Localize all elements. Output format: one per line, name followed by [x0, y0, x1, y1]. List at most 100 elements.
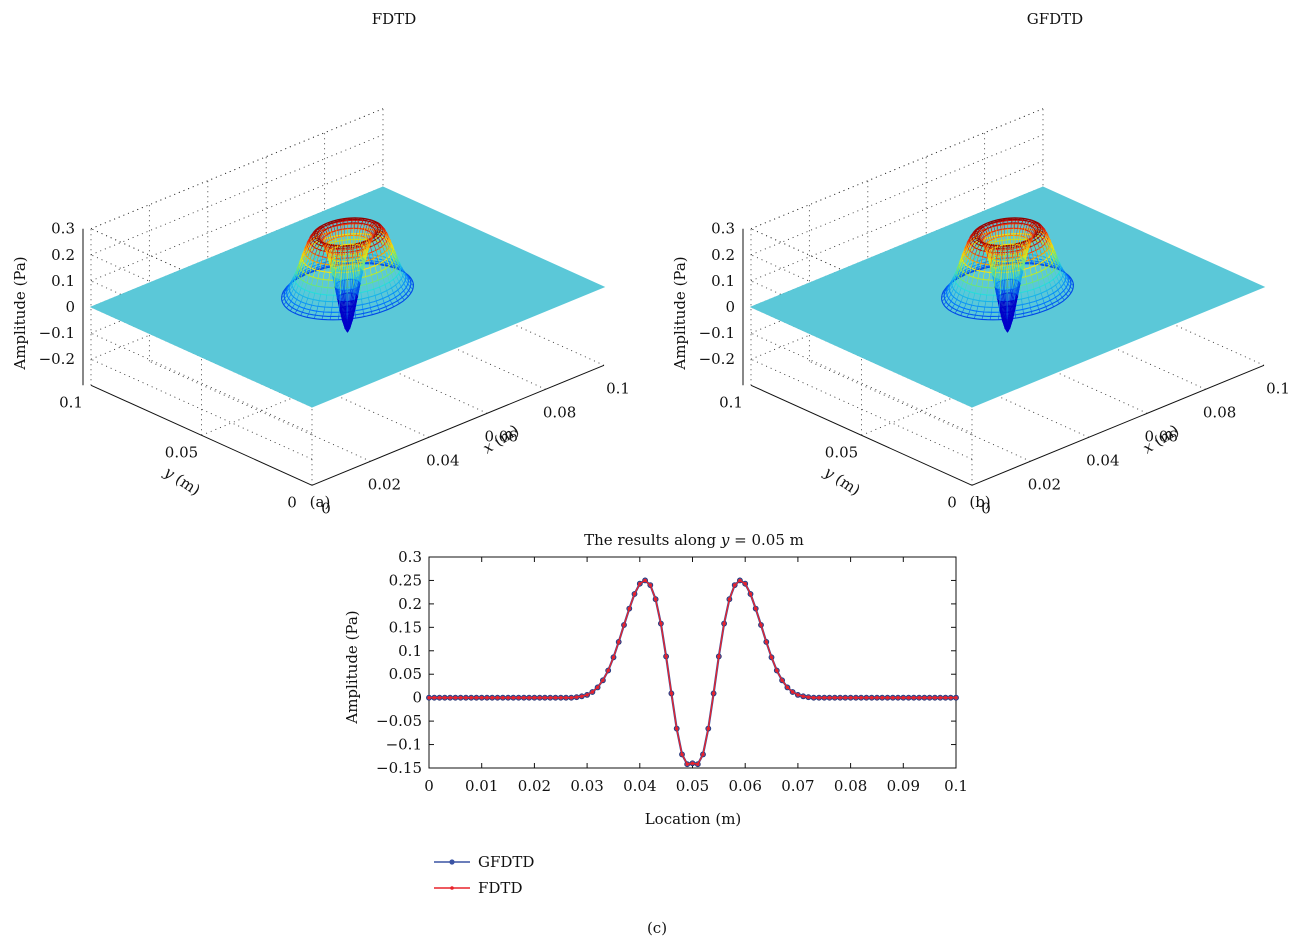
panel-a-surface-meridian [353, 222, 356, 229]
panel-c-point-fdtd [501, 696, 505, 700]
panel-b-surface-meridian [987, 247, 990, 253]
panel-b-surface-meridian [1043, 261, 1046, 269]
panel-b-surface-meridian [1037, 305, 1040, 310]
panel-a-surface-meridian [359, 243, 362, 248]
panel-b-surface-meridian [1036, 222, 1039, 224]
panel-a-surface-meridian [375, 229, 379, 233]
panel-a-surface-meridian [312, 241, 315, 246]
panel-c-point-fdtd [912, 696, 916, 700]
panel-c-point-fdtd [485, 696, 489, 700]
panel-c-point-fdtd [474, 696, 479, 700]
panel-b-surface-meridian [1028, 254, 1031, 259]
panel-a-surface-meridian [313, 238, 316, 241]
panel-b-surface-meridian [1053, 292, 1056, 298]
panel-a-surface-meridian [343, 293, 345, 307]
panel-b-surface-meridian [1042, 239, 1046, 245]
panel-b-surface-meridian [1003, 279, 1005, 291]
panel-b-surface-meridian [1031, 311, 1033, 315]
panel-a-surface-meridian [387, 275, 390, 283]
panel-b-surface-meridian [1011, 299, 1014, 312]
panel-b-surface-meridian [1023, 223, 1025, 229]
panel-a-surface-meridian [348, 321, 350, 329]
panel-b-surface-meridian [1027, 290, 1029, 298]
panel-a-surface-meridian [303, 273, 306, 282]
panel-c-point-fdtd [437, 696, 442, 700]
panel-b-surface-meridian [1011, 307, 1015, 319]
panel-a-surface-meridian [381, 254, 384, 262]
panel-a-surface-meridian [303, 303, 307, 309]
panel-c-point-fdtd [627, 606, 631, 611]
panel-a-surface-meridian [365, 230, 368, 238]
panel-b-surface-meridian [1027, 218, 1030, 220]
panel-b-surface-meridian [1016, 276, 1019, 288]
panel-a-surface-meridian [380, 228, 384, 231]
panel-a-surface-meridian [365, 276, 367, 285]
panel-a-surface-meridian [379, 230, 383, 233]
panel-a-surface-meridian [309, 238, 313, 243]
panel-b-surface-meridian [994, 287, 998, 300]
panel-a-surface-meridian [364, 228, 366, 235]
panel-a-surface-meridian [385, 253, 388, 258]
panel-a-surface-meridian [328, 272, 331, 281]
panel-a-surface-meridian [293, 282, 297, 290]
panel-a-surface-meridian [289, 279, 293, 285]
panel-a-surface-meridian [375, 235, 378, 242]
panel-a-surface-meridian [393, 250, 397, 257]
panel-a-surface-meridian [349, 306, 352, 318]
panel-a-surface-meridian [366, 240, 370, 249]
panel-b-surface-meridian [978, 227, 982, 229]
panel-a-surface-meridian [310, 240, 314, 245]
panel-a-surface-meridian [353, 245, 355, 249]
panel-a-surface-meridian [383, 302, 387, 307]
panel-b-surface-meridian [1019, 269, 1023, 283]
panel-b-surface-meridian [1063, 271, 1067, 275]
panel-b-surface-meridian [1032, 245, 1035, 251]
panel-c-title: The results along y = 0.05 m [584, 531, 804, 549]
panel-a-surface-meridian [371, 223, 375, 227]
panel-a-surface-meridian [376, 258, 379, 262]
panel-b-surface-meridian [972, 269, 976, 278]
panel-b-surface-meridian [985, 222, 988, 224]
panel-b-surface-meridian [1039, 251, 1042, 257]
panel-a-surface-meridian [361, 219, 364, 224]
panel-a-surface-meridian [403, 272, 407, 278]
panel-a-surface-meridian [377, 305, 380, 310]
panel-a-surface-meridian [306, 313, 309, 318]
panel-a-surface-meridian [369, 235, 373, 242]
panel-b-xtick-label: 0 [981, 499, 991, 517]
panel-a-surface-meridian [327, 228, 330, 234]
panel-b-surface-meridian [962, 289, 966, 297]
panel-b-surface-meridian [980, 250, 983, 256]
panel-b-surface-meridian [1043, 259, 1046, 263]
panel-a-surface-meridian [348, 312, 350, 322]
panel-a-surface-meridian [315, 252, 318, 258]
panel-a-surface-meridian [389, 254, 393, 260]
panel-b-ztick-label: 0.1 [711, 272, 735, 290]
panel-b-surface-meridian [1023, 247, 1027, 258]
panel-a-surface-meridian [345, 322, 347, 330]
panel-b-surface-meridian [1013, 254, 1015, 267]
legend-marker-gfdtd [449, 859, 455, 865]
panel-b-ztick-label: 0 [725, 298, 735, 316]
panel-a-surface-meridian [379, 263, 382, 271]
panel-a-surface-meridian [366, 284, 368, 292]
panel-a-surface-meridian [383, 238, 387, 245]
panel-a-surface-meridian [353, 248, 355, 254]
panel-b-surface-meridian [977, 233, 981, 237]
panel-b-surface-meridian [1027, 231, 1030, 239]
panel-a-surface-meridian [307, 237, 311, 243]
panel-a-surface-meridian [311, 277, 314, 285]
panel-b-surface-meridian [964, 242, 968, 249]
panel-b-surface-meridian [1057, 289, 1061, 295]
panel-a-surface-meridian [405, 276, 409, 281]
panel-a-surface-meridian [330, 244, 333, 246]
panel-a-surface-meridian [368, 260, 371, 268]
panel-b-surface-meridian [1053, 256, 1057, 262]
panel-a-surface-meridian [373, 237, 376, 240]
panel-b-surface-meridian [955, 268, 959, 275]
panel-a-surface-meridian [309, 245, 313, 252]
panel-a-surface-meridian [327, 247, 330, 253]
panel-b-surface-meridian [961, 250, 965, 258]
panel-a-surface-meridian [356, 218, 358, 221]
panel-b-surface-meridian [1039, 230, 1043, 233]
